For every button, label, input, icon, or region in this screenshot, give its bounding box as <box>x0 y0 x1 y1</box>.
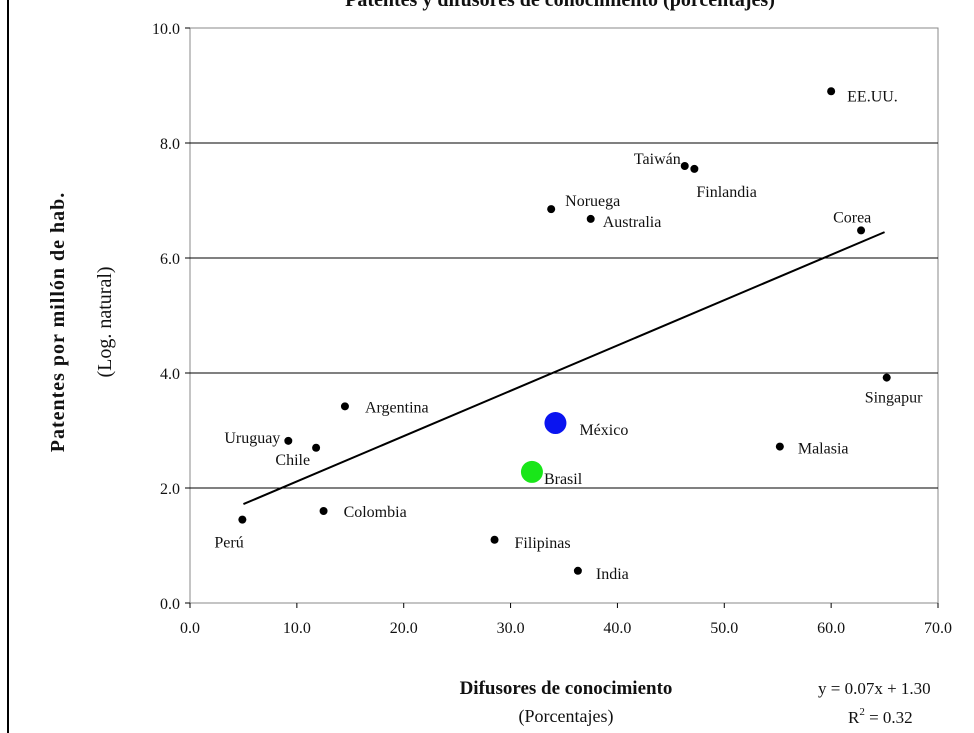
point-malasia <box>775 442 784 451</box>
y-axis-sublabel: (Log. natural) <box>94 266 116 377</box>
x-tick-label-1: 10.0 <box>283 620 311 637</box>
x-axis-sublabel: (Porcentajes) <box>519 706 614 727</box>
r-squared-exp: 2 <box>859 706 865 718</box>
y-tick-label-4: 8.0 <box>160 136 180 153</box>
point-m-xico <box>544 412 567 435</box>
point-label-1: Taiwán <box>634 151 681 168</box>
point-label-10: Chile <box>275 452 310 469</box>
x-tick-label-2: 20.0 <box>390 620 418 637</box>
point-colombia <box>319 507 328 515</box>
gridlines <box>190 142 938 489</box>
point-label-14: Perú <box>214 535 243 552</box>
point-label-9: Uruguay <box>224 430 280 447</box>
x-tick-label-0: 0.0 <box>180 620 200 637</box>
point-labels: EE.UU. Taiwán Finlandia Noruega Australia Cor… <box>214 88 923 583</box>
point-per- <box>238 515 247 524</box>
x-tick-label-6: 60.0 <box>817 620 845 637</box>
point-label-3: Noruega <box>565 193 620 210</box>
point-label-5: Corea <box>833 209 871 226</box>
point-uruguay <box>284 436 293 445</box>
point-singapur <box>882 373 891 382</box>
point-india <box>573 566 582 575</box>
r-squared: R2 = 0.32 <box>848 706 913 727</box>
x-ticks: 0.0 10.0 20.0 30.0 40.0 50.0 60.0 70.0 <box>180 603 952 637</box>
y-ticks: 0.0 2.0 4.0 6.0 8.0 10.0 <box>152 21 190 613</box>
r-squared-value: = 0.32 <box>865 708 913 727</box>
point-corea <box>857 226 866 235</box>
trendline-group <box>243 231 885 506</box>
point-finlandia <box>690 164 699 173</box>
point-chile <box>312 443 321 452</box>
x-tick-label-7: 70.0 <box>924 620 952 637</box>
point-label-0: EE.UU. <box>847 88 898 105</box>
point-label-16: India <box>596 566 629 583</box>
point-label-12: Brasil <box>544 471 583 488</box>
trendline <box>243 231 885 506</box>
point-label-2: Finlandia <box>696 184 756 201</box>
x-tick-label-4: 40.0 <box>603 620 631 637</box>
r-squared-r: R <box>848 708 860 727</box>
chart-title: Patentes y difusores de conocimiento (po… <box>345 0 775 11</box>
y-tick-label-2: 4.0 <box>160 366 180 383</box>
x-tick-label-3: 30.0 <box>497 620 525 637</box>
point-label-4: Australia <box>603 214 662 231</box>
point-label-15: Filipinas <box>515 535 571 552</box>
point-taiw-n <box>680 162 689 170</box>
point-brasil <box>520 460 543 483</box>
y-tick-label-0: 0.0 <box>160 596 180 613</box>
plot-area <box>189 27 939 604</box>
point-ee-uu- <box>827 87 836 96</box>
y-tick-label-3: 6.0 <box>160 251 180 268</box>
y-axis-label: Patentes por millón de hab. <box>47 192 69 453</box>
y-tick-label-5: 10.0 <box>152 21 180 38</box>
point-label-6: Singapur <box>865 390 923 407</box>
point-argentina <box>340 402 349 411</box>
point-australia <box>586 214 595 223</box>
point-filipinas <box>490 535 499 544</box>
x-tick-label-5: 50.0 <box>710 620 738 637</box>
data-points <box>238 87 891 575</box>
point-label-7: Argentina <box>365 399 429 416</box>
point-label-13: Colombia <box>344 504 407 521</box>
point-label-8: México <box>579 422 628 439</box>
regression-equation: y = 0.07x + 1.30 <box>818 679 931 698</box>
x-axis-label: Difusores de conocimiento <box>460 678 673 699</box>
point-label-11: Malasia <box>798 441 849 458</box>
point-noruega <box>547 205 556 214</box>
y-tick-label-1: 2.0 <box>160 481 180 498</box>
